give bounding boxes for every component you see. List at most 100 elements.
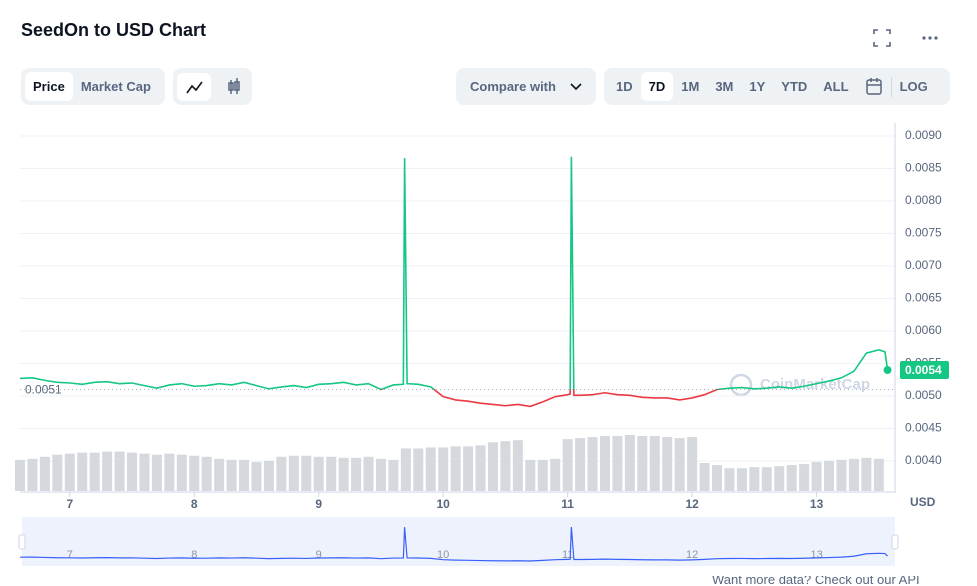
volume-bar (624, 435, 635, 491)
footer-link[interactable]: Want more data? Check out our API (712, 576, 920, 586)
volume-bar (438, 447, 449, 491)
range-button[interactable]: 1D (616, 79, 633, 94)
log-button[interactable]: LOG (899, 79, 928, 94)
volume-bar (637, 436, 648, 491)
volume-bar (463, 446, 474, 491)
compare-label: Compare with (470, 79, 556, 94)
x-tick-label: 13 (810, 497, 824, 511)
volume-bar (500, 441, 511, 491)
volume-bar (375, 458, 386, 491)
y-tick-label: 0.0080 (905, 193, 942, 207)
y-tick-label: 0.0040 (905, 453, 942, 467)
navigator-handle[interactable] (18, 534, 26, 550)
navigator-tick-label: 11 (562, 549, 573, 561)
range-button[interactable]: YTD (781, 79, 808, 94)
volume-bar (164, 453, 175, 491)
volume-bar (127, 452, 138, 491)
y-tick-label: 0.0075 (905, 226, 942, 240)
navigator-tick-label: 10 (437, 549, 449, 561)
volume-bar (525, 459, 536, 491)
y-tick-label: 0.0090 (905, 128, 942, 142)
volume-bar (176, 454, 187, 491)
currency-label: USD (910, 495, 936, 509)
navigator-handle[interactable] (891, 534, 899, 550)
range-button[interactable]: 1Y (749, 79, 766, 94)
volume-bar (351, 457, 362, 491)
volume-bar (824, 460, 835, 491)
volume-bar (662, 437, 673, 491)
volume-bar (487, 442, 498, 491)
volume-bar (774, 466, 785, 491)
volume-bar (301, 455, 312, 491)
volume-bar (512, 440, 523, 491)
x-tick-label: 12 (685, 497, 699, 511)
title: SeedOn to USD Chart (21, 20, 207, 40)
volume-bar (251, 461, 262, 491)
y-tick-label: 0.0050 (905, 388, 942, 402)
volume-bar (537, 459, 548, 491)
x-tick-label: 8 (191, 497, 198, 511)
style-icons (177, 72, 240, 101)
volume-bar (102, 451, 113, 491)
chart-style-group (173, 68, 252, 105)
watermark-logo (729, 373, 753, 397)
navigator-tick-label: 9 (316, 549, 322, 561)
volume-bar (388, 459, 399, 491)
range-button[interactable]: 3M (715, 79, 734, 94)
range-button[interactable]: 1M (681, 79, 700, 94)
volume-bar (836, 459, 847, 491)
volume-bar (861, 457, 872, 491)
navigator-line (19, 526, 888, 562)
line-icon (186, 81, 203, 93)
y-tick-label: 0.0060 (905, 323, 942, 337)
navigator-tick-label: 13 (810, 549, 822, 561)
tab[interactable]: Price (25, 72, 73, 101)
volume-bar (239, 459, 250, 491)
y-tick-label: 0.0045 (905, 421, 942, 435)
volume-bar (52, 454, 63, 491)
candle-icon[interactable] (228, 77, 240, 94)
volume-bar (15, 459, 25, 491)
volume-bar (687, 437, 698, 491)
calendar-button[interactable] (857, 76, 892, 97)
current-dot (883, 366, 892, 374)
volume-bar (562, 439, 573, 491)
volume-bar (649, 436, 660, 491)
compare-dropdown[interactable]: Compare with (456, 68, 596, 105)
volume-bar (799, 464, 810, 491)
volume-bar (64, 453, 75, 491)
volume-bar (413, 448, 424, 491)
volume-bar (39, 456, 50, 491)
volume-bar (139, 453, 150, 491)
volume-bar (363, 456, 374, 491)
navigator-tick-label: 8 (191, 549, 197, 561)
navigator-tick-label: 12 (686, 549, 698, 561)
chevron (570, 82, 582, 90)
top-icons (873, 29, 938, 47)
y-tick-label: 0.0085 (905, 161, 942, 175)
tab-group: Price Market Cap (21, 68, 165, 105)
navigator-tick-label: 7 (67, 549, 73, 561)
range-group: 1D 7D 1M 3M 1Y YTD ALL LOG (604, 68, 950, 105)
volume-bar (288, 455, 299, 491)
price-line (19, 156, 889, 408)
fullscreen-icon[interactable] (873, 29, 891, 47)
volume-bar (749, 467, 760, 491)
more-icon[interactable] (922, 36, 938, 40)
volume-bar (475, 445, 486, 491)
volume-bar (761, 467, 772, 491)
range-button[interactable]: 7D (640, 72, 674, 101)
chart: CoinMarketCap USD 0.00400.00450.00500.00… (15, 123, 949, 566)
footer: Want more data? Check out our API (712, 576, 920, 586)
x-tick-label: 10 (437, 497, 451, 511)
volume-bar (27, 458, 38, 491)
volume-bar (587, 437, 598, 491)
volume-bar (214, 458, 225, 491)
volume-bar (263, 460, 274, 491)
volume-bar (326, 456, 337, 491)
range-button[interactable]: ALL (823, 79, 849, 94)
volume-bar (674, 438, 685, 491)
tab[interactable]: Market Cap (80, 79, 151, 94)
volume-bar (89, 452, 100, 491)
